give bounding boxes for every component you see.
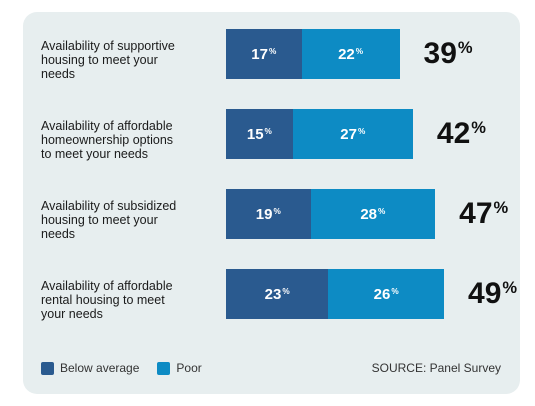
legend-swatch-poor: [157, 361, 171, 375]
legend-swatch-below-average: [41, 361, 54, 375]
total-label: 39%: [423, 37, 473, 70]
data-label: 26%: [373, 285, 399, 303]
category-label: Availability of supportive housing to mee…: [41, 39, 175, 81]
bar-segment-poor: 22%: [301, 29, 400, 79]
total-label: 47%: [459, 197, 509, 230]
legend: Below average Poor: [41, 359, 202, 377]
data-label: 19%: [255, 205, 281, 223]
data-label: 23%: [264, 285, 290, 303]
data-label: 15%: [246, 125, 272, 143]
bar-segment-below-average: 23%: [226, 269, 329, 319]
data-label: 17%: [251, 45, 277, 63]
bar-segment-poor: 27%: [292, 109, 413, 159]
total-label: 49%: [468, 277, 518, 310]
bar-segment-below-average: 17%: [226, 29, 302, 79]
bar-segment-below-average: 19%: [226, 189, 311, 239]
source-note: SOURCE: Panel Survey: [371, 361, 501, 375]
bar-segment-below-average: 15%: [226, 109, 293, 159]
category-label: Availability of affordable homeownership …: [41, 119, 174, 161]
bar-segment-poor: 28%: [310, 189, 436, 239]
category-label: Availability of affordable rental housing…: [41, 279, 173, 321]
category-label: Availability of subsidized housing to mee…: [41, 199, 177, 241]
data-label: 22%: [338, 45, 364, 63]
data-label: 28%: [360, 205, 386, 223]
legend-label-poor: Poor: [176, 361, 202, 375]
total-label: 42%: [436, 117, 486, 150]
data-label: 27%: [340, 125, 366, 143]
legend-label-below-average: Below average: [60, 361, 140, 375]
bar-segment-poor: 26%: [328, 269, 445, 319]
